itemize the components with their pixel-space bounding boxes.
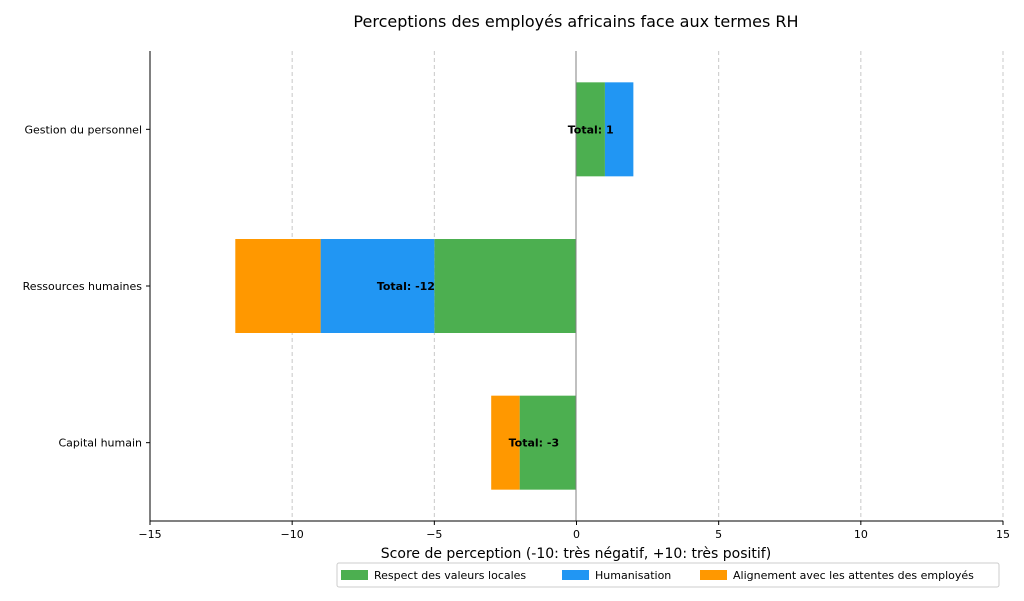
x-ticks: −15 −10 −5 0 5 10 15: [138, 521, 1010, 541]
x-tick-label: −10: [281, 528, 304, 541]
x-tick-label: 10: [854, 528, 868, 541]
x-tick-label: 0: [573, 528, 580, 541]
legend-entry-label: Respect des valeurs locales: [374, 569, 526, 582]
x-tick-label: 15: [996, 528, 1010, 541]
x-tick-label: 5: [715, 528, 722, 541]
y-category-label: Ressources humaines: [23, 280, 143, 293]
total-label: Total: -3: [509, 437, 560, 450]
x-tick-label: −15: [138, 528, 161, 541]
bar-segment: [235, 239, 321, 333]
y-category-label: Gestion du personnel: [24, 123, 142, 136]
chart-title: Perceptions des employés africains face …: [353, 12, 798, 31]
legend: Respect des valeurs locales Humanisation A…: [336, 562, 1000, 588]
total-label: Total: -12: [377, 280, 435, 293]
total-labels: Total: 1 Total: -12 Total: -3: [377, 123, 614, 449]
bar-segment: [434, 239, 577, 333]
x-tick-label: −5: [426, 528, 442, 541]
legend-swatch: [341, 570, 368, 580]
x-axis-label: Score de perception (-10: très négatif, …: [381, 546, 771, 562]
legend-entry-label: Alignement avec les attentes des employé…: [733, 569, 974, 582]
total-label: Total: 1: [568, 123, 614, 136]
bar-segment: [519, 395, 577, 490]
bar-segment: [491, 395, 520, 490]
bar-segment: [320, 239, 435, 333]
bar-segment: [604, 82, 634, 177]
bars: [235, 82, 634, 490]
legend-swatch: [562, 570, 589, 580]
bar-segment: [576, 82, 605, 177]
legend-box: [336, 562, 1000, 588]
y-category-label: Capital humain: [59, 437, 143, 450]
y-category-labels: Gestion du personnel Ressources humaines C…: [23, 123, 150, 450]
legend-entry-label: Humanisation: [595, 569, 671, 582]
legend-swatch: [700, 570, 727, 580]
